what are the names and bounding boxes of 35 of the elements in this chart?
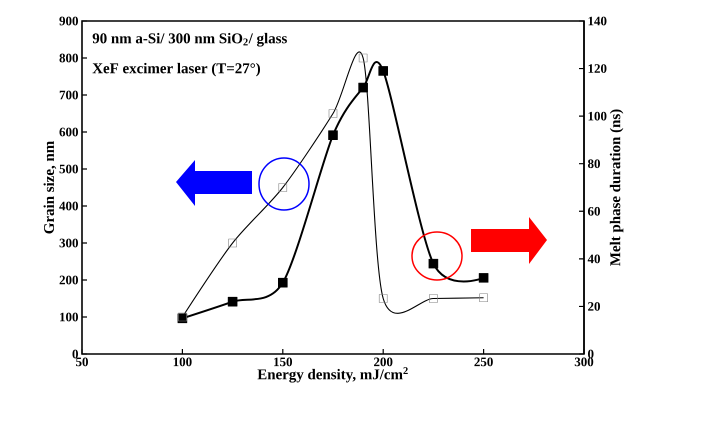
- x-tick-label: 300: [574, 358, 594, 366]
- y-tick-label: 500: [60, 164, 78, 174]
- y-tick-label: 700: [60, 90, 78, 100]
- y2-tick-label: 140: [588, 16, 606, 26]
- x-tick-label: 250: [474, 358, 493, 366]
- y-tick-label: 0: [72, 350, 78, 358]
- y-tick-label: 600: [59, 128, 78, 136]
- point: [428, 258, 438, 268]
- y-tick-label: 100: [60, 312, 78, 322]
- y-tick-label: 200: [60, 276, 78, 284]
- point: [328, 130, 338, 140]
- y-axis-title: Grain size, nm: [44, 141, 56, 234]
- y-tick-label: 400: [59, 202, 78, 210]
- y-tick-label: 900: [59, 16, 78, 26]
- y2-axis-title: Melt phase duration (ns): [610, 110, 624, 266]
- point: [478, 273, 488, 283]
- annotation: XeF excimer laser (T=27°): [92, 62, 260, 76]
- y2-tick-label: 0: [588, 350, 594, 358]
- y-tick-label: 800: [59, 54, 78, 62]
- y2-tick-label: 60: [588, 206, 600, 216]
- x-tick-label: 50: [76, 358, 88, 366]
- annotation: 90 nm a-Si/ 300 nm SiO$_{2}$/ glass: [92, 32, 287, 47]
- x-axis-title: Energy density, mJ/cm$^{2}$: [258, 367, 408, 383]
- point: [378, 66, 388, 76]
- y2-tick-label: 40: [588, 254, 600, 264]
- y2-tick-label: 80: [588, 159, 600, 168]
- y2-tick-label: 120: [588, 64, 606, 73]
- y2-tick-label: 100: [588, 112, 606, 121]
- x-tick-label: 150: [274, 358, 292, 366]
- y-tick-label: 300: [60, 238, 78, 248]
- point: [278, 278, 288, 288]
- point: [228, 296, 238, 306]
- x-tick-label: 100: [174, 358, 192, 366]
- y2-tick-label: 20: [588, 302, 600, 311]
- x-tick-label: 200: [374, 358, 392, 366]
